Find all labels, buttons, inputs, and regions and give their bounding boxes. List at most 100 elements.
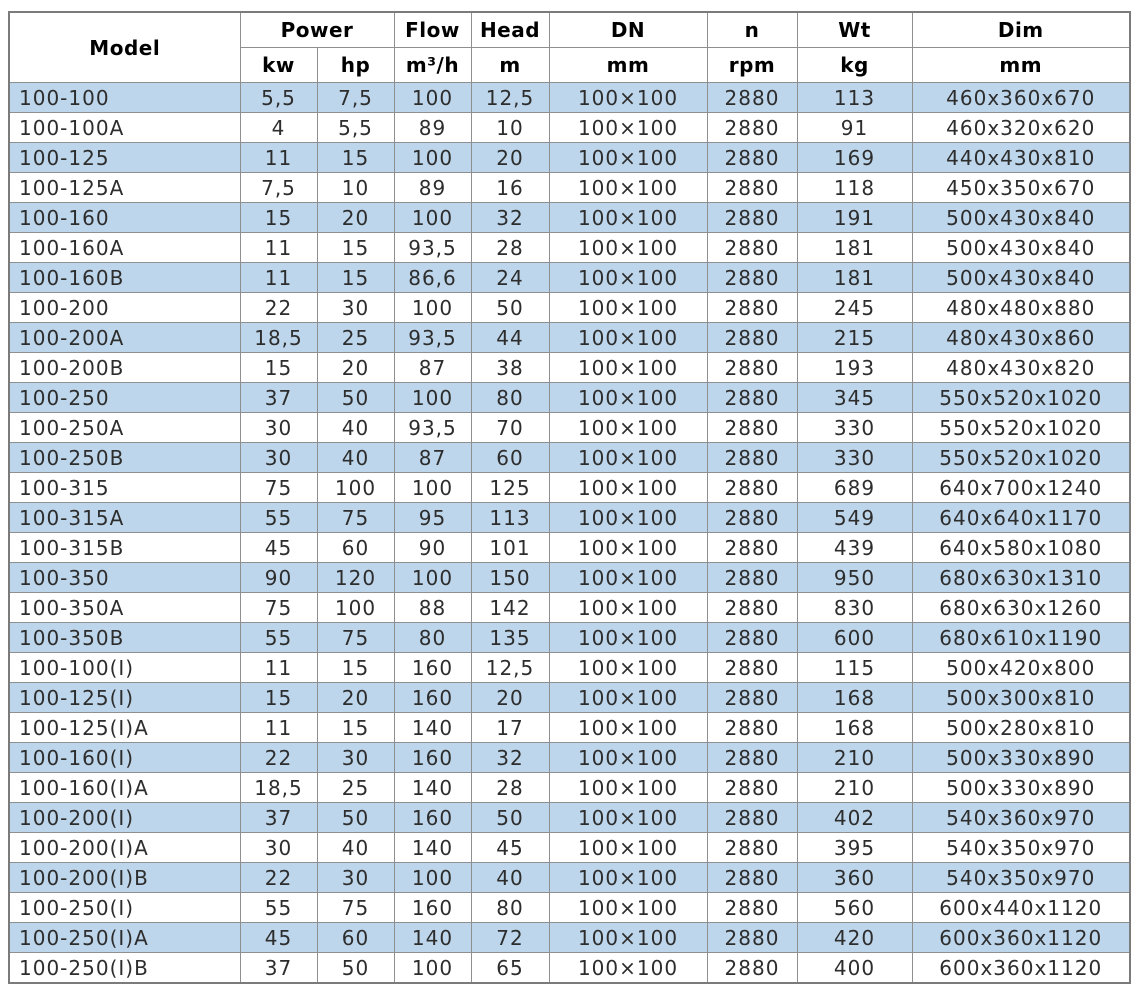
power-hp-cell: 30: [316, 742, 395, 773]
power-kw-cell: 37: [239, 952, 318, 984]
power-hp-cell: 15: [316, 232, 395, 263]
table-row: 100-250(I) 55 75 160 80 100×100 2880 560 600x440…: [8, 892, 1131, 923]
weight-cell: 330: [796, 442, 913, 473]
dim-cell: 640x580x1080: [911, 532, 1131, 563]
table-row: 100-250(I)B 37 50 100 65 100×100 2880 400 600x36…: [8, 952, 1131, 984]
weight-cell: 245: [796, 292, 913, 323]
rpm-cell: 2880: [706, 172, 798, 203]
model-cell: 100-250A: [8, 412, 241, 443]
power-kw-cell: 75: [239, 472, 318, 503]
weight-cell: 689: [796, 472, 913, 503]
dn-cell: 100×100: [548, 322, 708, 353]
dim-cell: 500x430x840: [911, 262, 1131, 293]
dim-cell: 600x360x1120: [911, 952, 1131, 984]
rpm-cell: 2880: [706, 952, 798, 984]
model-cell: 100-125(I)A: [8, 712, 241, 743]
head-cell: 28: [470, 232, 550, 263]
weight-cell: 115: [796, 652, 913, 683]
flow-cell: 86,6: [393, 262, 472, 293]
power-kw-cell: 55: [239, 892, 318, 923]
rpm-cell: 2880: [706, 622, 798, 653]
table-body: 100-100 5,5 7,5 100 12,5 100×100 2880 113 460x36…: [8, 82, 1131, 984]
table-row: 100-250A 30 40 93,5 70 100×100 2880 330 550x520x…: [8, 412, 1131, 443]
weight-cell: 193: [796, 352, 913, 383]
head-cell: 50: [470, 802, 550, 833]
dim-cell: 600x360x1120: [911, 922, 1131, 953]
power-kw-cell: 45: [239, 922, 318, 953]
table-row: 100-250B 30 40 87 60 100×100 2880 330 550x520x10…: [8, 442, 1131, 473]
col-header-n: n: [706, 11, 798, 48]
model-cell: 100-315A: [8, 502, 241, 533]
weight-cell: 950: [796, 562, 913, 593]
dim-cell: 500x280x810: [911, 712, 1131, 743]
head-cell: 38: [470, 352, 550, 383]
head-cell: 80: [470, 382, 550, 413]
power-kw-cell: 11: [239, 262, 318, 293]
head-cell: 45: [470, 832, 550, 863]
header-units-row: kw hp m³/h m mm rpm kg mm: [9, 47, 1131, 83]
power-hp-cell: 120: [316, 562, 395, 593]
power-kw-cell: 5,5: [239, 82, 318, 113]
rpm-cell: 2880: [706, 802, 798, 833]
model-cell: 100-200(I)B: [8, 862, 241, 893]
weight-cell: 560: [796, 892, 913, 923]
power-hp-cell: 15: [316, 712, 395, 743]
dn-cell: 100×100: [548, 262, 708, 293]
weight-cell: 215: [796, 322, 913, 353]
dn-cell: 100×100: [548, 442, 708, 473]
head-cell: 20: [470, 682, 550, 713]
dim-cell: 500x420x800: [911, 652, 1131, 683]
flow-cell: 90: [393, 532, 472, 563]
dim-cell: 480x480x880: [911, 292, 1131, 323]
table-row: 100-315A 55 75 95 113 100×100 2880 549 640x640x1…: [8, 502, 1131, 533]
power-hp-cell: 20: [316, 682, 395, 713]
dim-cell: 500x430x840: [911, 232, 1131, 263]
dn-cell: 100×100: [548, 832, 708, 863]
head-cell: 60: [470, 442, 550, 473]
head-cell: 150: [470, 562, 550, 593]
model-cell: 100-250B: [8, 442, 241, 473]
weight-cell: 420: [796, 922, 913, 953]
weight-cell: 402: [796, 802, 913, 833]
power-kw-cell: 15: [239, 202, 318, 233]
power-kw-cell: 18,5: [239, 322, 318, 353]
model-cell: 100-160B: [8, 262, 241, 293]
power-hp-cell: 40: [316, 442, 395, 473]
model-cell: 100-250(I)B: [8, 952, 241, 984]
model-cell: 100-160(I)A: [8, 772, 241, 803]
flow-cell: 89: [393, 172, 472, 203]
head-cell: 32: [470, 742, 550, 773]
unit-flow: m³/h: [393, 47, 472, 83]
dn-cell: 100×100: [548, 592, 708, 623]
table-row: 100-160B 11 15 86,6 24 100×100 2880 181 500x430x…: [8, 262, 1131, 293]
table-row: 100-200(I) 37 50 160 50 100×100 2880 402 540x360…: [8, 802, 1131, 833]
table-header: Model Power Flow Head DN n Wt Dim kw hp …: [8, 11, 1131, 83]
unit-wt: kg: [796, 47, 913, 83]
power-hp-cell: 15: [316, 652, 395, 683]
head-cell: 32: [470, 202, 550, 233]
table-row: 100-200(I)B 22 30 100 40 100×100 2880 360 540x35…: [8, 862, 1131, 893]
rpm-cell: 2880: [706, 382, 798, 413]
table-row: 100-125A 7,5 10 89 16 100×100 2880 118 450x350x6…: [8, 172, 1131, 203]
head-cell: 135: [470, 622, 550, 653]
rpm-cell: 2880: [706, 892, 798, 923]
power-hp-cell: 50: [316, 382, 395, 413]
col-header-flow: Flow: [393, 11, 472, 48]
table-row: 100-160A 11 15 93,5 28 100×100 2880 181 500x430x…: [8, 232, 1131, 263]
table-row: 100-100A 4 5,5 89 10 100×100 2880 91 460x320x620: [8, 112, 1131, 143]
pump-spec-table: Model Power Flow Head DN n Wt Dim kw hp …: [8, 11, 1131, 984]
rpm-cell: 2880: [706, 742, 798, 773]
table-row: 100-315 75 100 100 125 100×100 2880 689 640x700x…: [8, 472, 1131, 503]
dn-cell: 100×100: [548, 292, 708, 323]
weight-cell: 169: [796, 142, 913, 173]
power-kw-cell: 15: [239, 352, 318, 383]
head-cell: 125: [470, 472, 550, 503]
head-cell: 12,5: [470, 652, 550, 683]
head-cell: 70: [470, 412, 550, 443]
table-row: 100-315B 45 60 90 101 100×100 2880 439 640x580x1…: [8, 532, 1131, 563]
model-cell: 100-160A: [8, 232, 241, 263]
flow-cell: 93,5: [393, 322, 472, 353]
head-cell: 44: [470, 322, 550, 353]
flow-cell: 93,5: [393, 232, 472, 263]
